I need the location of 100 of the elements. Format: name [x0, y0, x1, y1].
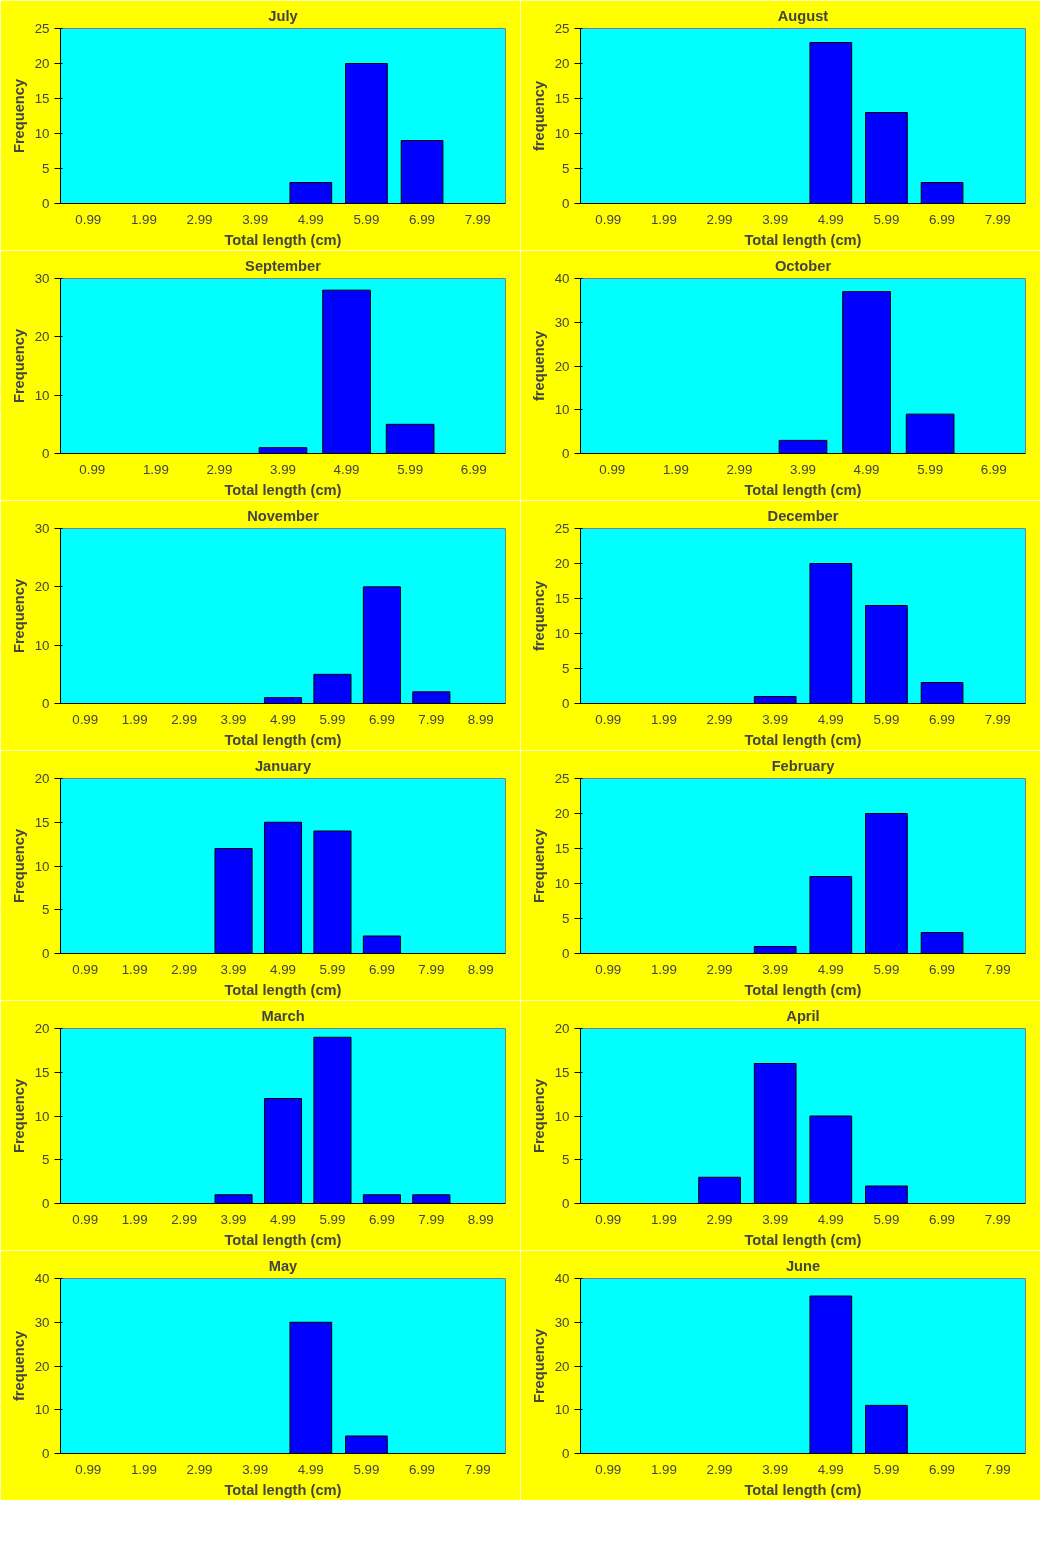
x-tick-label: 1.99 — [142, 461, 169, 477]
x-tick-label: 1.99 — [662, 461, 689, 477]
y-tick-label: 10 — [34, 387, 50, 403]
y-tick-label: 10 — [34, 637, 50, 653]
y-axis-title: Frequency — [10, 1078, 27, 1154]
y-tick-label: 25 — [554, 21, 570, 36]
x-tick-label: 2.99 — [706, 211, 733, 227]
y-tick-label: 20 — [554, 56, 570, 71]
x-tick-label: 5.99 — [353, 211, 380, 227]
y-axis-title: Frequency — [530, 1078, 547, 1154]
y-axis-title: frequency — [10, 1330, 27, 1402]
x-tick-label: 3.99 — [790, 461, 816, 477]
x-tick-label: 5.99 — [319, 1211, 346, 1227]
x-tick-label: 6.99 — [368, 961, 395, 977]
y-axis-title: Frequency — [530, 1328, 547, 1404]
y-tick-label: 0 — [562, 696, 570, 711]
chart-title: May — [268, 1257, 299, 1274]
y-tick-label: 20 — [34, 771, 50, 786]
y-tick-label: 10 — [34, 1108, 50, 1124]
y-tick-label: 5 — [42, 902, 50, 918]
x-tick-label: 1.99 — [121, 711, 148, 727]
x-tick-label: 4.99 — [817, 1461, 844, 1477]
x-tick-label: 5.99 — [397, 461, 424, 477]
y-axis-title: frequency — [530, 330, 547, 402]
x-tick-label: 4.99 — [817, 961, 844, 977]
x-tick-label: 5.99 — [873, 1211, 900, 1227]
chart-title: October — [774, 257, 832, 274]
chart-title: April — [786, 1007, 820, 1024]
y-axis-title: Frequency — [10, 578, 27, 654]
x-tick-label: 6.99 — [980, 461, 1007, 477]
y-axis-title: Frequency — [10, 78, 27, 154]
y-tick-label: 0 — [562, 446, 570, 461]
y-tick-label: 30 — [554, 314, 570, 330]
chart-title: January — [254, 757, 312, 774]
x-tick-label: 2.99 — [171, 961, 198, 977]
y-tick-label: 15 — [554, 1064, 570, 1080]
x-tick-label: 8.99 — [467, 961, 494, 977]
x-tick-label: 7.99 — [984, 1461, 1011, 1477]
x-tick-label: 2.99 — [186, 1461, 213, 1477]
x-axis-title: Total length (cm) — [224, 481, 342, 498]
y-tick-label: 10 — [34, 1402, 50, 1418]
x-tick-label: 4.99 — [333, 461, 360, 477]
chart-title: September — [245, 257, 322, 274]
y-tick-label: 20 — [554, 358, 570, 374]
x-tick-label: 2.99 — [706, 961, 733, 977]
y-tick-label: 5 — [42, 1152, 50, 1168]
x-tick-label: 5.99 — [873, 1461, 900, 1477]
x-tick-label: 0.99 — [79, 461, 106, 477]
x-tick-label: 4.99 — [297, 1461, 324, 1477]
x-tick-label: 2.99 — [706, 711, 733, 727]
y-tick-label: 0 — [42, 946, 50, 961]
chart-title: August — [777, 7, 829, 24]
y-tick-label: 20 — [34, 329, 50, 345]
x-tick-label: 6.99 — [368, 711, 395, 727]
y-tick-label: 20 — [554, 806, 570, 821]
x-tick-label: 3.99 — [220, 961, 247, 977]
x-tick-label: 2.99 — [706, 1211, 733, 1227]
x-tick-label: 2.99 — [171, 711, 198, 727]
y-axis-title: frequency — [530, 80, 547, 152]
x-tick-label: 3.99 — [220, 711, 247, 727]
y-tick-label: 20 — [554, 1021, 570, 1036]
x-tick-label: 3.99 — [762, 711, 789, 727]
y-tick-label: 25 — [554, 771, 570, 786]
x-tick-label: 4.99 — [853, 461, 880, 477]
chart-title: February — [771, 757, 836, 774]
y-tick-label: 15 — [554, 91, 570, 106]
x-tick-label: 6.99 — [929, 211, 956, 227]
x-tick-label: 0.99 — [595, 1211, 622, 1227]
x-tick-label: 0.99 — [72, 1211, 99, 1227]
x-tick-label: 3.99 — [762, 1461, 789, 1477]
x-tick-label: 0.99 — [595, 1461, 622, 1477]
x-axis-title: Total length (cm) — [224, 1481, 342, 1498]
y-tick-label: 20 — [554, 1358, 570, 1374]
y-tick-label: 20 — [34, 1021, 50, 1036]
x-tick-label: 5.99 — [353, 1461, 380, 1477]
y-tick-label: 30 — [34, 521, 50, 536]
y-tick-label: 25 — [34, 21, 50, 36]
y-tick-label: 0 — [562, 1446, 570, 1461]
x-tick-label: 3.99 — [762, 961, 789, 977]
x-tick-label: 2.99 — [186, 211, 213, 227]
x-tick-label: 6.99 — [929, 961, 956, 977]
x-tick-label: 1.99 — [650, 961, 677, 977]
y-tick-label: 25 — [554, 521, 570, 536]
y-tick-label: 40 — [34, 1271, 50, 1286]
x-tick-label: 3.99 — [762, 1211, 789, 1227]
y-tick-label: 40 — [554, 271, 570, 286]
x-tick-label: 1.99 — [130, 1461, 157, 1477]
x-tick-label: 1.99 — [121, 961, 148, 977]
y-tick-label: 10 — [554, 876, 570, 891]
y-tick-label: 20 — [554, 556, 570, 571]
y-tick-label: 5 — [562, 1152, 570, 1168]
x-axis-title: Total length (cm) — [744, 1231, 862, 1248]
x-tick-label: 4.99 — [297, 211, 324, 227]
x-tick-label: 3.99 — [762, 211, 789, 227]
x-axis-title: Total length (cm) — [744, 1481, 862, 1498]
y-axis-title: Frequency — [530, 828, 547, 904]
x-tick-label: 1.99 — [650, 1461, 677, 1477]
x-tick-label: 7.99 — [984, 211, 1011, 227]
x-tick-label: 5.99 — [873, 961, 900, 977]
x-tick-label: 5.99 — [873, 711, 900, 727]
